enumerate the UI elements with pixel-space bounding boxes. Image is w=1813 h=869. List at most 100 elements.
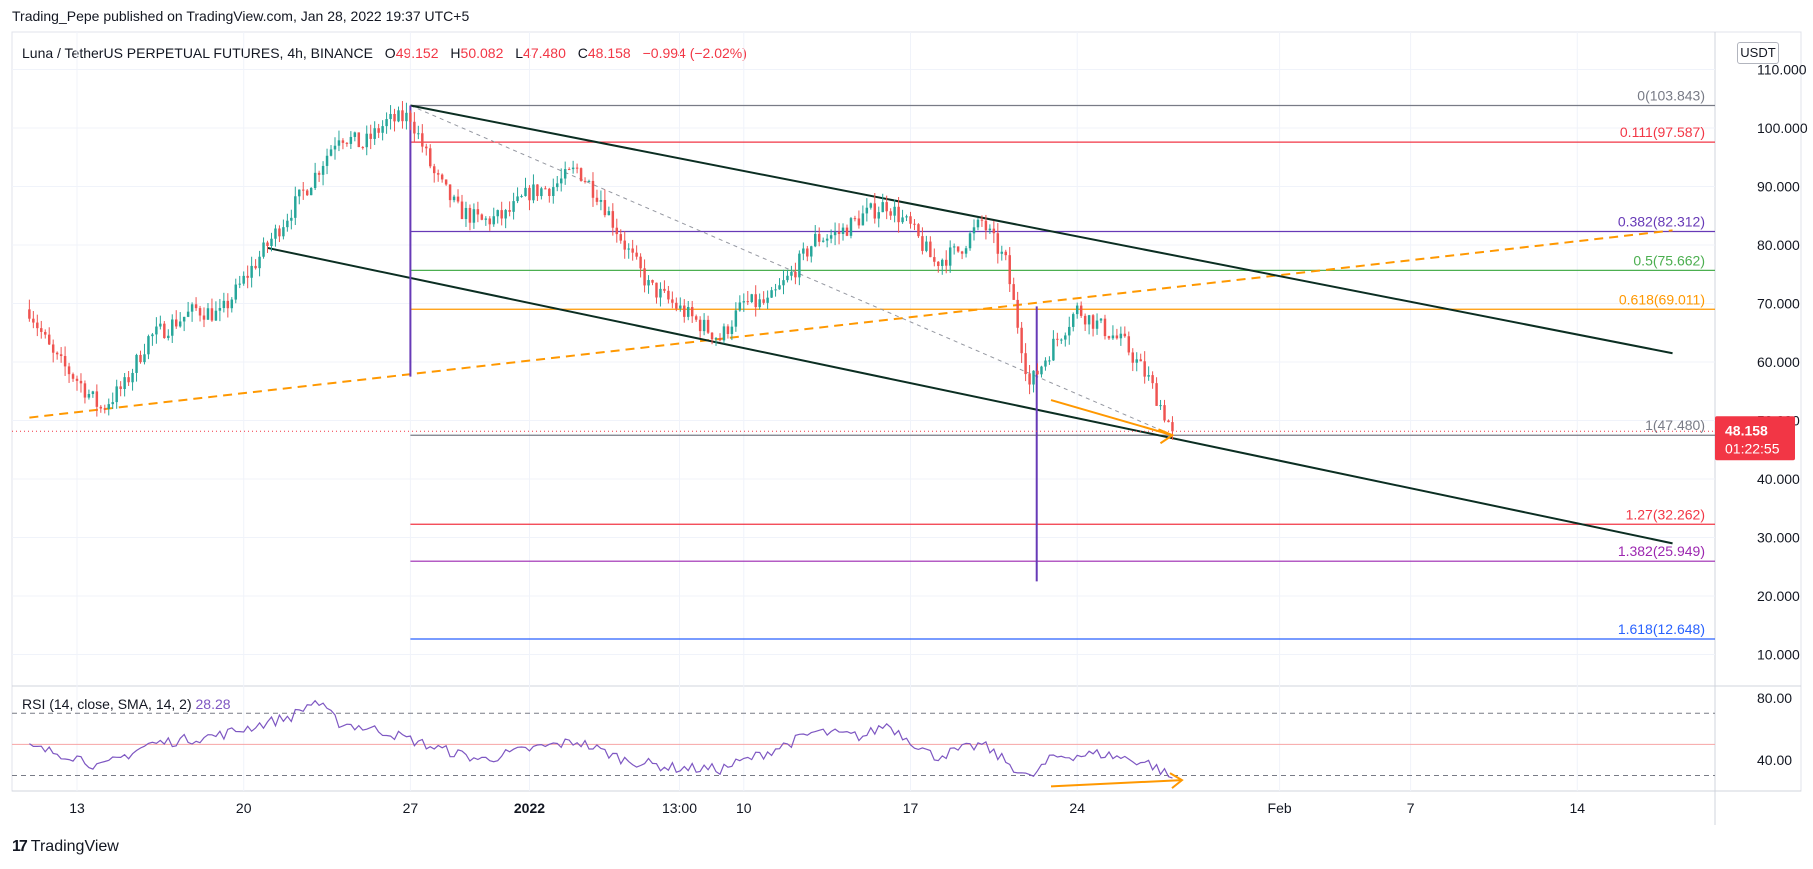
- candle-body: [810, 246, 813, 257]
- candle-body: [750, 294, 753, 303]
- candle-body: [1068, 326, 1071, 336]
- candle-body: [706, 319, 710, 333]
- candle-body: [135, 354, 138, 373]
- candle-body: [651, 280, 654, 283]
- candle-body: [401, 110, 404, 122]
- candle-body: [734, 310, 738, 327]
- candle-body: [429, 148, 432, 167]
- candle-body: [1044, 360, 1047, 367]
- price-axis[interactable]: 110.000100.00090.00080.00070.00060.00050…: [1757, 62, 1808, 663]
- fib-level-label: 0.111(97.587): [1620, 124, 1705, 140]
- candle-body: [841, 227, 845, 235]
- candle-body: [671, 299, 674, 303]
- fib-level-label: 1.382(25.949): [1618, 543, 1705, 559]
- candle-body: [163, 323, 166, 339]
- candle-body: [47, 334, 51, 345]
- candle-body: [139, 354, 142, 363]
- candle-body: [186, 311, 190, 317]
- candle-body: [536, 184, 539, 197]
- candle-body: [881, 202, 884, 213]
- candle-body: [702, 319, 706, 332]
- time-axis[interactable]: 13 20 27 2022 13:00 10 17 24 Feb 7 14: [69, 800, 1585, 816]
- candle-body: [325, 155, 329, 166]
- candle-body: [1008, 255, 1011, 285]
- candle-body: [1159, 405, 1162, 407]
- candle-body: [687, 306, 690, 317]
- brand-name: TradingView: [30, 838, 119, 855]
- candle-body: [500, 210, 503, 219]
- fib-level-label: 1.27(32.262): [1626, 506, 1705, 522]
- candle-body: [425, 146, 428, 149]
- candle-body: [317, 172, 321, 175]
- candle-body: [778, 285, 781, 290]
- grid-lines: [11, 31, 1802, 825]
- candle-body: [1171, 422, 1174, 432]
- candle-body: [683, 305, 686, 317]
- arrow-head-icon: [1169, 772, 1184, 789]
- candle-body: [1036, 370, 1039, 375]
- candle-body: [464, 207, 468, 220]
- bar-countdown: 01:22:55: [1725, 440, 1780, 456]
- candle-body: [345, 142, 349, 144]
- candle-body: [389, 113, 392, 120]
- candle-body: [893, 206, 896, 216]
- last-price-value: 48.158: [1725, 422, 1768, 438]
- time-tick-label: 13: [69, 800, 85, 816]
- candle-body: [1079, 305, 1083, 316]
- high-label: H: [450, 45, 461, 61]
- price-tick-label: 60.000: [1757, 354, 1800, 370]
- candle-body: [504, 210, 507, 219]
- candle-body: [59, 354, 63, 357]
- open-value: 49.152: [395, 45, 439, 61]
- candle-body: [143, 354, 146, 363]
- candle-body: [313, 172, 317, 188]
- candle-body: [766, 297, 769, 303]
- time-tick-label: 7: [1407, 800, 1415, 816]
- candle-body: [480, 214, 484, 220]
- candle-body: [40, 328, 43, 332]
- candle-body: [298, 189, 301, 197]
- candle-body: [484, 218, 488, 220]
- fib-level-label: 1.618(12.648): [1618, 621, 1705, 637]
- candle-body: [540, 188, 543, 197]
- candle-body: [1004, 251, 1007, 256]
- candle-body: [675, 302, 678, 309]
- time-tick-label: 27: [403, 800, 419, 816]
- candle-body: [980, 219, 984, 221]
- candle-body: [798, 253, 801, 278]
- candle-body: [361, 147, 365, 149]
- candle-body: [825, 238, 829, 241]
- candle-body: [905, 216, 908, 218]
- candle-body: [508, 210, 511, 212]
- candle-body: [972, 227, 976, 234]
- candle-body: [559, 178, 563, 184]
- candle-body: [567, 169, 571, 171]
- time-tick-label: 20: [236, 800, 252, 816]
- candle-body: [385, 119, 388, 127]
- time-tick-label: 14: [1570, 800, 1586, 816]
- tradingview-brand[interactable]: 17 TradingView: [12, 838, 119, 856]
- candle-body: [754, 294, 757, 308]
- candle-body: [369, 133, 372, 139]
- fib-level-label: 0.5(75.662): [1633, 252, 1705, 268]
- candle-body: [421, 133, 424, 147]
- candle-body: [865, 207, 869, 214]
- currency-badge[interactable]: USDT: [1737, 42, 1779, 64]
- candle-body: [964, 248, 968, 254]
- candle-body: [1123, 333, 1127, 337]
- candle-body: [28, 309, 31, 319]
- candle-body: [722, 326, 726, 341]
- candle-body: [218, 308, 222, 311]
- candle-body: [544, 188, 547, 190]
- symbol-name[interactable]: Luna / TetherUS PERPETUAL FUTURES, 4h, B…: [22, 45, 373, 61]
- candle-body: [885, 202, 888, 212]
- candle-body: [305, 190, 309, 196]
- candle-body: [171, 319, 174, 336]
- candle-body: [1028, 374, 1031, 385]
- candle-body: [794, 271, 797, 278]
- candle-body: [849, 218, 853, 236]
- channel-upper-line: [410, 104, 1673, 355]
- candle-body: [512, 201, 515, 212]
- candle-body: [948, 247, 952, 266]
